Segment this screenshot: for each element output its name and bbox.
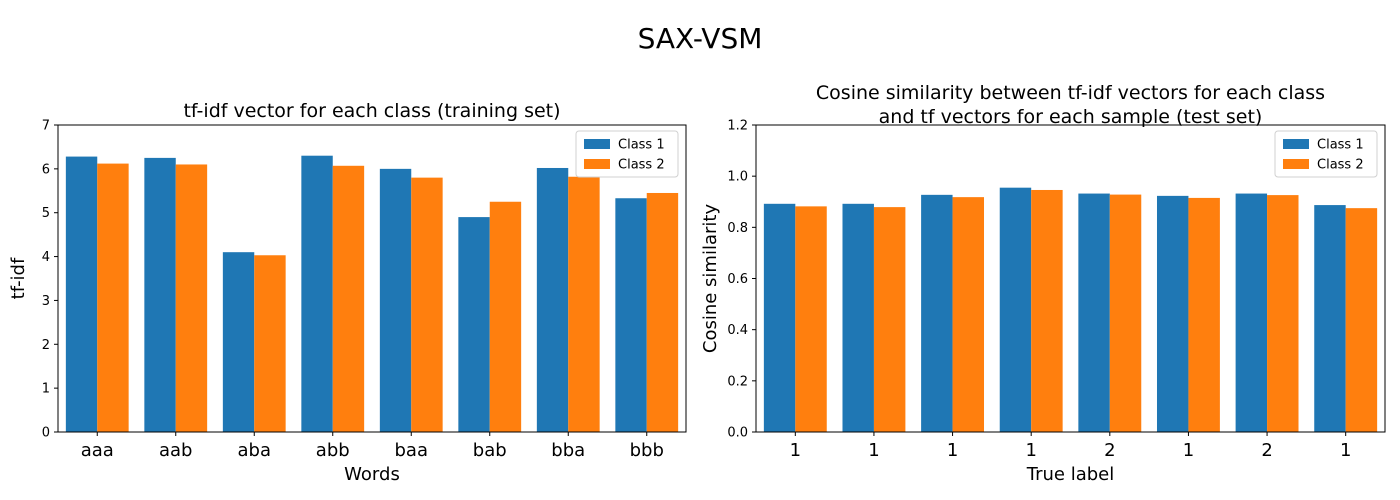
bar-class1-2 [921, 194, 953, 432]
y-tick-label: 0 [42, 426, 50, 441]
bar-class1-7 [615, 198, 647, 432]
y-tick-label: 6 [42, 162, 50, 177]
bar-class2-2 [254, 255, 286, 432]
legend-label: Class 2 [618, 158, 665, 173]
bar-class2-3 [332, 165, 365, 433]
y-tick-label: 5 [42, 206, 50, 221]
chart-test-cosine-similarity: 0.0 0.2 0.4 0.6 0.8 1.0 1.2 1 1 1 1 2 1 2 1 Cosine simi… [700, 82, 1386, 485]
legend-swatch-class1 [584, 139, 610, 149]
bar-class2-7 [1345, 208, 1378, 432]
y-axis-label: tf-idf [8, 257, 29, 299]
y-tick-label: 0.0 [727, 426, 748, 441]
y-axis-label: Cosine similarity [700, 204, 721, 354]
bar-class2-6 [1267, 195, 1299, 432]
x-tick-label: abb [316, 440, 350, 461]
x-tick-label: 1 [1183, 440, 1194, 461]
legend-swatch-class2 [1283, 159, 1309, 169]
bar-class1-3 [999, 187, 1032, 432]
y-tick-label: 2 [42, 338, 50, 353]
x-tick-label: bab [473, 440, 507, 461]
y-tick-label: 0.6 [727, 272, 748, 287]
bar-class2-7 [646, 192, 679, 432]
chart-title: tf-idf vector for each class (training s… [183, 100, 560, 122]
bar-class2-2 [952, 197, 985, 432]
x-tick-label: 1 [1025, 440, 1036, 461]
y-tick-label: 1 [42, 382, 50, 397]
y-tick-label: 1.2 [727, 119, 748, 134]
bar-class2-0 [97, 163, 129, 432]
y-tick-label: 1.0 [727, 170, 748, 185]
bar-class2-1 [873, 207, 906, 432]
bar-class1-4 [379, 168, 412, 433]
x-tick-label: 2 [1261, 440, 1272, 461]
figure-title: SAX-VSM [638, 22, 763, 55]
bar-class1-2 [222, 252, 255, 432]
y-tick-label: 0.4 [727, 323, 748, 338]
bar-class2-5 [1188, 197, 1220, 432]
x-tick-label: 1 [947, 440, 958, 461]
bar-class1-3 [301, 155, 333, 432]
chart-title: and tf vectors for each sample (test set… [879, 106, 1263, 128]
bar-class1-6 [1235, 193, 1268, 432]
x-axis-label: True label [1026, 464, 1115, 485]
bar-class1-4 [1078, 193, 1110, 432]
legend: Class 1 Class 2 [1274, 130, 1378, 178]
x-tick-label: 2 [1104, 440, 1115, 461]
plot-frame [57, 124, 687, 433]
x-axis-label: Words [344, 464, 400, 485]
y-tick-label: 4 [42, 250, 50, 265]
x-tick-label: aba [238, 440, 272, 461]
x-tick-label: 1 [1340, 440, 1351, 461]
bar-class2-1 [175, 164, 208, 432]
bar-class2-0 [795, 206, 827, 432]
x-tick-label: aab [159, 440, 193, 461]
legend: Class 1 Class 2 [575, 130, 679, 178]
bar-class1-5 [1156, 195, 1189, 432]
bar-class1-0 [763, 203, 796, 432]
bar-class1-6 [536, 167, 569, 433]
x-tick-label: 1 [868, 440, 879, 461]
bar-class1-1 [144, 157, 176, 432]
y-tick-label: 3 [42, 294, 50, 309]
x-tick-label: bba [551, 440, 585, 461]
x-tick-label: aaa [81, 440, 114, 461]
x-tick-label: bbb [630, 440, 664, 461]
bar-class1-7 [1314, 205, 1346, 432]
bar-class2-6 [568, 176, 600, 432]
legend-label: Class 2 [1317, 158, 1364, 173]
y-tick-label: 0.2 [727, 374, 748, 389]
bar-class1-0 [65, 156, 98, 432]
bar-class1-5 [458, 217, 490, 432]
y-tick-label: 0.8 [727, 221, 748, 236]
bar-class2-3 [1031, 189, 1063, 432]
legend-swatch-class1 [1283, 139, 1309, 149]
y-tick-label: 7 [42, 119, 50, 134]
legend-label: Class 1 [1317, 138, 1364, 153]
x-tick-label: 1 [790, 440, 801, 461]
x-tick-label: baa [395, 440, 429, 461]
legend-label: Class 1 [618, 138, 665, 153]
bar-class2-5 [489, 201, 522, 432]
bar-class2-4 [411, 177, 443, 432]
chart-training-tfidf: 0 1 2 3 4 5 6 7 aaa aab aba abb baa bab bba bbb tf-idf v… [8, 100, 687, 485]
bar-class2-4 [1109, 194, 1142, 432]
bar-class1-1 [842, 203, 874, 432]
chart-title: Cosine similarity between tf-idf vectors… [816, 82, 1325, 104]
legend-swatch-class2 [584, 159, 610, 169]
